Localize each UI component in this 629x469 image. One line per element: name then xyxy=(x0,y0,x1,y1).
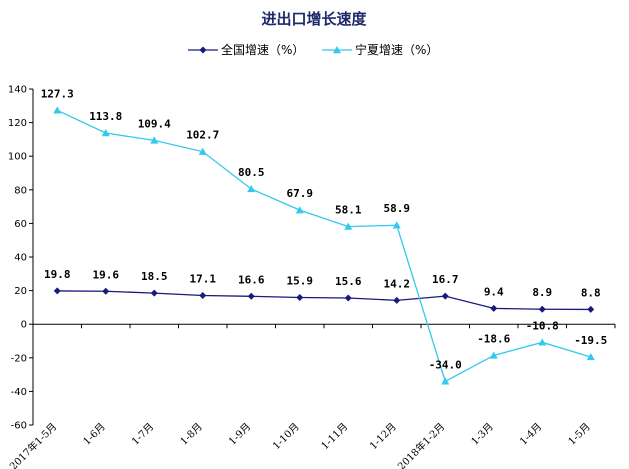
legend-diamond-marker xyxy=(199,46,207,54)
series-0-point xyxy=(441,292,449,300)
series-1-point xyxy=(344,222,353,230)
series-0-data-label: 16.6 xyxy=(238,273,265,286)
series-0-point xyxy=(296,293,304,301)
series-0-point xyxy=(587,305,595,313)
series-0-data-label: 19.6 xyxy=(93,268,120,281)
series-0-point xyxy=(393,296,401,304)
series-1-data-label: -10.8 xyxy=(526,319,559,332)
series-1-data-label: 109.4 xyxy=(138,117,171,130)
series-0-data-label: 8.8 xyxy=(581,286,601,299)
series-1-data-label: 127.3 xyxy=(41,87,74,100)
legend-triangle-marker xyxy=(333,46,341,54)
series-1-point xyxy=(441,377,450,385)
y-tick-label: 60 xyxy=(14,219,27,230)
series-1-point xyxy=(247,184,256,193)
series-1-data-label: 67.9 xyxy=(287,187,314,200)
series-0-data-label: 17.1 xyxy=(190,272,217,285)
series-1-data-label: 113.8 xyxy=(89,110,122,123)
series-1-point xyxy=(538,338,547,346)
series-1-data-label: 58.1 xyxy=(335,204,362,217)
series-0-data-label: 9.4 xyxy=(484,285,504,298)
legend-item-ningxia: 宁夏增速（%） xyxy=(322,42,438,57)
y-tick-label: 20 xyxy=(14,286,27,297)
series-1-point xyxy=(392,221,401,229)
series-line-1 xyxy=(56,109,591,383)
series-0-data-label: 15.9 xyxy=(287,274,314,287)
series-1-point xyxy=(101,129,110,137)
x-tick-label: 2018年1-2月 xyxy=(395,420,448,469)
series-0-point xyxy=(102,287,110,295)
x-tick-label: 1-3月 xyxy=(469,421,496,448)
series-1-data-label: 80.5 xyxy=(238,166,265,179)
series-1-data-label: -19.5 xyxy=(574,334,607,347)
series-0-point xyxy=(247,292,255,300)
series-0-data-label: 8.9 xyxy=(532,286,552,299)
x-tick-label: 1-5月 xyxy=(566,421,593,448)
y-ticks: -60 -40 -20 0 20 40 60 80 100 120 140 xyxy=(8,85,33,432)
y-tick-label: 100 xyxy=(8,152,27,163)
series-1-data-label: 58.9 xyxy=(384,202,411,215)
axes xyxy=(32,89,615,425)
x-tick-label: 1-9月 xyxy=(226,421,253,448)
series-line-0 xyxy=(57,290,591,311)
legend-item-national: 全国增速（%） xyxy=(188,42,304,57)
series-1-point xyxy=(198,147,207,155)
series-1-point xyxy=(295,206,304,214)
series-0-data-label: 19.8 xyxy=(44,268,71,281)
y-tick-label: 40 xyxy=(14,253,27,264)
series-0-point xyxy=(53,287,61,295)
x-ticks: 2017年1-5月 1-6月 1-7月 1-8月 1-9月 1-10月 1-11月 1-12月… xyxy=(7,324,616,469)
series-1-data-label: -34.0 xyxy=(429,358,462,371)
series-0-point xyxy=(490,304,498,312)
y-tick-label: -40 xyxy=(11,387,27,398)
x-tick-label: 1-8月 xyxy=(178,421,205,448)
x-tick-label: 1-11月 xyxy=(319,421,350,452)
y-tick-label: -60 xyxy=(11,421,27,432)
x-tick-label: 1-4月 xyxy=(517,421,544,448)
x-tick-label: 1-12月 xyxy=(367,421,398,452)
chart-title: 进出口增长速度 xyxy=(261,10,367,28)
series-0-point xyxy=(150,289,158,297)
series-layer xyxy=(53,106,595,385)
x-tick-label: 1-6月 xyxy=(81,421,108,448)
y-tick-label: 120 xyxy=(8,118,27,129)
series-0-data-label: 15.6 xyxy=(335,275,362,288)
series-0-point xyxy=(199,291,207,299)
series-1-point xyxy=(586,352,595,361)
series-0-data-label: 16.7 xyxy=(432,273,459,286)
series-1-data-label: 102.7 xyxy=(186,129,219,142)
series-0-point xyxy=(538,305,546,313)
legend-label-ningxia: 宁夏增速（%） xyxy=(355,42,438,57)
series-0-data-label: 18.5 xyxy=(141,270,168,283)
data-labels: 19.8 19.6 18.5 17.1 16.6 15.9 15.6 14.2 16.7 9.4 8… xyxy=(41,87,608,371)
x-tick-label: 1-10月 xyxy=(270,421,301,452)
series-0-point xyxy=(344,294,352,302)
series-1-data-label: -18.6 xyxy=(477,332,510,345)
series-1-point xyxy=(53,106,62,114)
series-1-point xyxy=(150,136,159,144)
y-tick-label: -20 xyxy=(11,353,27,364)
y-tick-label: 140 xyxy=(8,85,27,96)
legend-label-national: 全国增速（%） xyxy=(221,42,304,57)
series-1-point xyxy=(489,351,498,359)
legend: 全国增速（%） 宁夏增速（%） xyxy=(188,42,438,57)
series-0-data-label: 14.2 xyxy=(384,277,411,290)
x-tick-label: 1-7月 xyxy=(129,421,156,448)
y-tick-label: 80 xyxy=(14,185,27,196)
y-tick-label: 0 xyxy=(21,320,27,331)
